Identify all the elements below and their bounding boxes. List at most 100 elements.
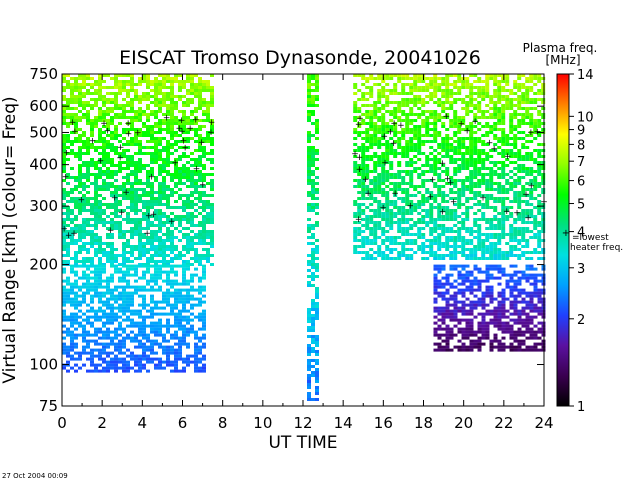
heatmap-cell	[445, 113, 450, 116]
heatmap-cell	[525, 245, 530, 248]
heatmap-cell	[86, 351, 90, 355]
heatmap-cell	[453, 242, 458, 245]
heatmap-cell	[405, 182, 410, 185]
heatmap-cell	[94, 348, 98, 352]
heatmap-cell	[477, 128, 482, 131]
heatmap-cell	[94, 242, 98, 245]
heatmap-cell	[74, 291, 78, 295]
heatmap-cell	[485, 104, 490, 107]
heatmap-cell	[361, 173, 366, 176]
heatmap-cell	[122, 330, 126, 334]
heatmap-cell	[449, 312, 454, 316]
heatmap-cell	[489, 288, 494, 292]
heatmap-cell	[86, 251, 90, 254]
heatmap-cell	[142, 324, 146, 328]
heatmap-cell	[90, 282, 94, 286]
heatmap-cell	[114, 74, 118, 77]
heatmap-cell	[477, 170, 482, 173]
heatmap-cell	[381, 116, 386, 119]
heatmap-cell	[126, 306, 130, 310]
heatmap-cell	[473, 98, 478, 101]
heatmap-cell	[505, 345, 510, 349]
heatmap-cell	[126, 197, 130, 200]
heatmap-cell	[78, 110, 82, 113]
heatmap-cell	[174, 324, 178, 328]
heatmap-cell	[513, 254, 518, 257]
heatmap-cell	[102, 188, 106, 191]
heatmap-cell	[94, 164, 98, 167]
heatmap-cell	[493, 233, 498, 236]
heatmap-cell	[493, 92, 498, 95]
heatmap-cell	[90, 285, 94, 289]
heatmap-cell	[445, 312, 450, 316]
heatmap-cell	[315, 371, 319, 374]
heatmap-cell	[202, 89, 206, 92]
heatmap-cell	[441, 107, 446, 110]
heatmap-cell	[130, 140, 134, 143]
heatmap-cell	[130, 245, 134, 248]
heatmap-cell	[361, 176, 366, 179]
heatmap-cell	[190, 92, 194, 95]
heatmap-cell	[170, 104, 174, 107]
heatmap-cell	[114, 137, 118, 140]
heatmap-cell	[86, 122, 90, 125]
heatmap-cell	[102, 74, 106, 77]
heatmap-cell	[311, 338, 315, 341]
heatmap-cell	[489, 276, 494, 280]
heatmap-cell	[493, 254, 498, 257]
heatmap-cell	[365, 167, 370, 170]
heatmap-cell	[186, 357, 190, 361]
heatmap-cell	[405, 113, 410, 116]
heatmap-cell	[106, 167, 110, 170]
heatmap-cell	[501, 315, 506, 319]
heatmap-cell	[417, 107, 422, 110]
heatmap-cell	[489, 206, 494, 209]
heatmap-cell	[174, 143, 178, 146]
heatmap-cell	[413, 251, 418, 254]
heatmap-cell	[481, 245, 486, 248]
heatmap-cell	[138, 345, 142, 349]
heatmap-cell	[481, 86, 486, 89]
heatmap-cell	[521, 321, 526, 325]
heatmap-cell	[62, 348, 66, 352]
heatmap-cell	[461, 336, 466, 340]
heatmap-cell	[142, 110, 146, 113]
heatmap-cell	[373, 230, 378, 233]
heatmap-cell	[70, 209, 74, 212]
heatmap-cell	[529, 203, 534, 206]
heatmap-cell	[413, 128, 418, 131]
heatmap-cell	[166, 143, 170, 146]
heatmap-cell	[86, 89, 90, 92]
heatmap-cell	[102, 155, 106, 158]
heatmap-cell	[114, 98, 118, 101]
heatmap-cell	[469, 285, 474, 289]
heatmap-cell	[138, 167, 142, 170]
heatmap-cell	[307, 242, 311, 245]
heatmap-cell	[194, 233, 198, 236]
heatmap-cell	[158, 312, 162, 316]
heatmap-cell	[90, 143, 94, 146]
heatmap-cell	[473, 342, 478, 346]
heatmap-cell	[381, 254, 386, 257]
heatmap-cell	[357, 134, 362, 137]
heatmap-cell	[509, 273, 514, 277]
heatmap-cell	[473, 333, 478, 337]
heatmap-cell	[497, 152, 502, 155]
heatmap-cell	[174, 119, 178, 122]
heatmap-cell	[517, 242, 522, 245]
heatmap-cell	[461, 86, 466, 89]
heatmap-cell	[485, 236, 490, 239]
heatmap-cell	[126, 89, 130, 92]
heatmap-cell	[62, 161, 66, 164]
heatmap-cell	[86, 110, 90, 113]
heatmap-cell	[469, 327, 474, 331]
heatmap-cell	[106, 366, 110, 370]
heatmap-cell	[158, 254, 162, 257]
heatmap-cell	[62, 146, 66, 149]
heatmap-cell	[130, 264, 134, 268]
heatmap-cell	[122, 233, 126, 236]
heatmap-cell	[86, 179, 90, 182]
heatmap-cell	[381, 179, 386, 182]
heatmap-cell	[62, 230, 66, 233]
heatmap-cell	[311, 209, 315, 212]
